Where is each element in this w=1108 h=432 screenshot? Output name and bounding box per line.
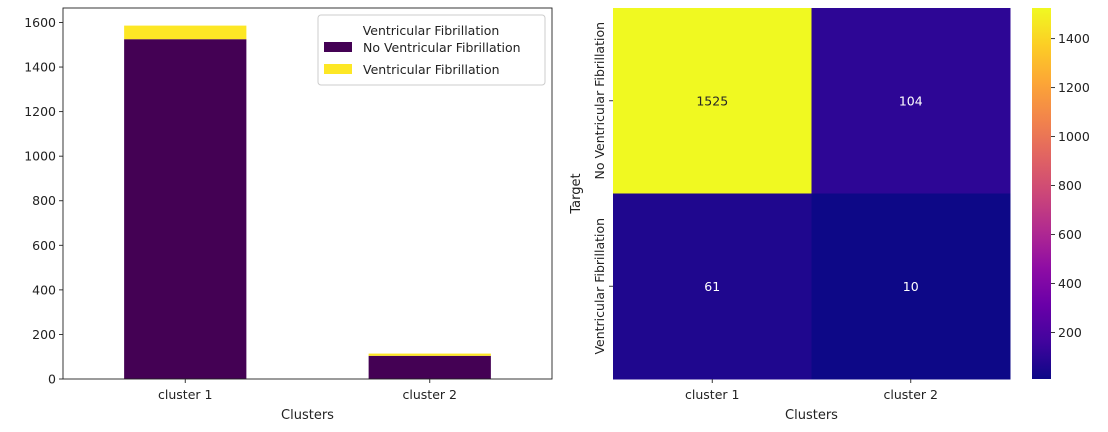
y-tick-label: Ventricular Fibrillation [592, 218, 607, 355]
x-tick-label: cluster 1 [685, 387, 739, 402]
heatmap-cell [811, 193, 1011, 380]
y-tick-label: 1600 [24, 15, 56, 30]
y-axis-label: Target [569, 173, 584, 214]
y-tick-label: No Ventricular Fibrillation [592, 22, 607, 180]
heatmap-chart: 1525 104 61 10 cluster 1 cluster 2 No Ventricu… [569, 8, 1011, 423]
colorbar-tick-label: 400 [1058, 276, 1082, 291]
colorbar-tick-label: 1000 [1058, 129, 1090, 144]
heatmap-cell-value: 1525 [696, 93, 728, 108]
heatmap-cell-value: 10 [903, 279, 919, 294]
colorbar: 200 400 600 800 1000 1200 1400 [1032, 8, 1090, 379]
colorbar-tick-label: 1400 [1058, 31, 1090, 46]
heatmap-cell [613, 193, 812, 380]
heatmap-cell-value: 61 [704, 279, 720, 294]
y-tick-label: 0 [48, 372, 56, 387]
colorbar-tick-label: 200 [1058, 325, 1082, 340]
x-tick-label: cluster 2 [403, 387, 457, 402]
heatmap-cell-value: 104 [899, 93, 923, 108]
x-tick-label: cluster 1 [158, 387, 212, 402]
legend-entry-label: No Ventricular Fibrillation [363, 40, 521, 55]
y-tick-label: 200 [32, 327, 56, 342]
y-tick-label: 1200 [24, 104, 56, 119]
legend: Ventricular Fibrillation No Ventricular F… [317, 14, 546, 86]
legend-title: Ventricular Fibrillation [363, 23, 500, 38]
x-tick-label: cluster 2 [884, 387, 938, 402]
stacked-bar-chart: cluster 1 cluster 2 0 200 400 600 800 1000 1200 1… [24, 7, 553, 423]
colorbar-tick-label: 1200 [1058, 80, 1090, 95]
x-axis-label: Clusters [281, 408, 334, 423]
colorbar-gradient [1032, 8, 1051, 379]
y-tick-label: 1000 [24, 149, 56, 164]
bar-vf-cluster-1 [124, 25, 247, 40]
plot-frame [62, 7, 553, 380]
y-tick-label: 1400 [24, 60, 56, 75]
legend-box [317, 14, 546, 86]
bar-vf-cluster-2 [368, 353, 491, 356]
legend-swatch [324, 42, 352, 52]
y-tick-label: 600 [32, 238, 56, 253]
legend-entry-label: Ventricular Fibrillation [363, 62, 500, 77]
heatmap-cell [613, 8, 812, 194]
bar-no-vf-cluster-1 [124, 39, 247, 380]
y-tick-label: 400 [32, 282, 56, 297]
legend-swatch [324, 64, 352, 74]
y-tick-label: 800 [32, 193, 56, 208]
colorbar-tick-label: 800 [1058, 178, 1082, 193]
colorbar-tick-label: 600 [1058, 227, 1082, 242]
bar-no-vf-cluster-2 [368, 355, 491, 379]
x-axis-label: Clusters [785, 408, 838, 423]
heatmap-cell [811, 8, 1011, 194]
